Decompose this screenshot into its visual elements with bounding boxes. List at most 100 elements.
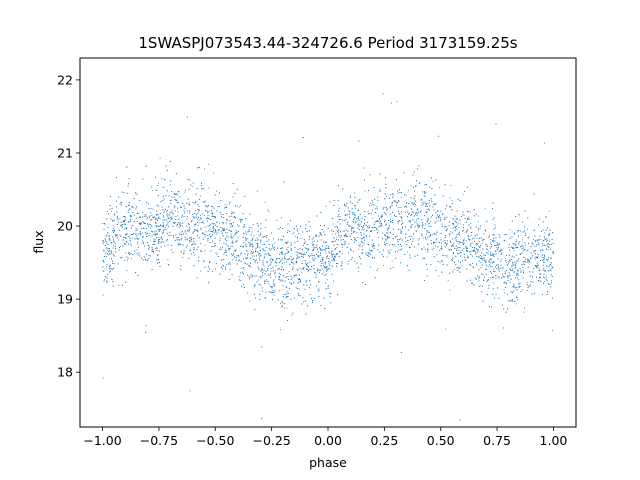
data-point [240,219,242,220]
data-point [281,266,283,268]
data-point [149,232,151,234]
data-point [204,244,206,246]
data-point [244,195,246,197]
data-point [466,247,468,248]
data-point [533,238,534,240]
data-point [243,225,245,227]
data-point [400,237,402,239]
data-point [274,261,276,263]
data-point [408,235,410,237]
data-point [214,243,216,245]
data-point [450,241,452,243]
data-point [275,265,277,267]
data-point [278,228,280,230]
data-point [154,248,156,250]
data-point [411,243,413,245]
data-point [251,249,253,251]
data-point [393,199,395,201]
data-point [298,233,300,235]
data-point [325,267,327,269]
data-point [171,210,173,212]
data-point [492,276,494,278]
data-point [518,241,520,243]
data-point [162,200,164,201]
data-point [280,226,281,228]
data-point [294,247,296,249]
data-point [295,287,297,289]
data-point [516,272,517,274]
data-point [200,250,202,252]
data-point [463,239,465,241]
data-point [292,268,293,270]
data-point [515,243,517,245]
data-point [320,239,322,241]
data-point [505,311,507,313]
data-point [439,249,441,251]
data-point [209,268,211,270]
data-point [515,287,516,289]
data-point [266,241,268,242]
data-point [137,246,139,248]
data-point [308,238,310,240]
data-point [508,261,510,263]
data-point [471,250,473,252]
data-point [281,279,283,281]
data-point [317,251,319,253]
data-point [188,229,190,231]
data-point [478,237,480,239]
data-point [539,235,541,237]
data-point [550,262,552,264]
data-point [450,206,452,208]
data-point [364,190,366,192]
data-point [137,241,139,243]
data-point [280,302,282,304]
data-point [199,195,201,197]
data-point [408,229,410,231]
data-point [478,256,480,258]
data-point [290,248,292,250]
data-point [235,249,237,251]
data-point [318,295,320,297]
data-point [333,244,335,246]
data-point [319,231,321,233]
data-point [119,234,121,236]
data-point [377,196,379,198]
data-point [493,256,495,257]
data-point [153,234,155,236]
data-point [206,220,208,222]
data-point [322,262,324,264]
data-point [188,202,190,204]
data-point [236,241,238,243]
data-point [421,249,423,251]
data-point [249,244,251,246]
data-point [145,253,147,255]
data-point [238,206,240,208]
data-point [433,247,434,249]
data-point [191,186,193,187]
data-point [528,260,530,262]
data-point [125,252,127,254]
data-point [398,200,400,202]
data-point [196,277,198,279]
data-point [392,196,394,198]
data-point [527,261,529,263]
data-point [270,257,272,259]
data-point [292,258,294,259]
data-point [459,241,461,243]
data-point [363,236,365,238]
data-point [258,254,260,256]
data-point [118,285,120,287]
data-point [196,188,198,190]
data-point [162,215,164,217]
data-point [209,219,211,220]
data-point [386,256,388,258]
data-point [441,271,443,273]
data-point [248,229,250,231]
data-point [467,237,469,239]
data-point [469,263,471,265]
data-point [515,265,516,267]
data-point [527,287,529,289]
data-point [549,243,550,245]
data-point [258,279,259,281]
data-point [439,217,441,219]
